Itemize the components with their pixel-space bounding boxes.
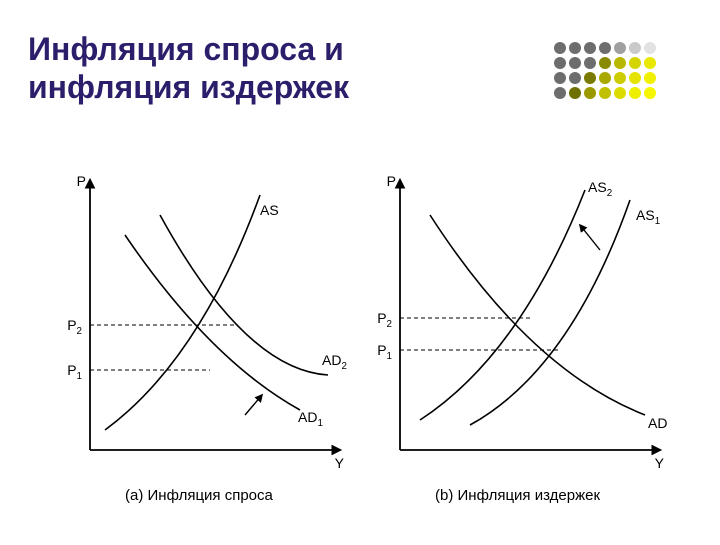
decor-dot	[584, 87, 596, 99]
chart-b-caption: (b) Инфляция издержек	[435, 487, 600, 504]
chart-a-p-label: P	[77, 173, 86, 189]
decor-dot	[569, 57, 581, 69]
slide-canvas: Инфляция спроса иинфляция издержек P Y AS AD…	[0, 0, 720, 540]
decor-dot	[569, 72, 581, 84]
chart-a-ad2-curve	[160, 215, 328, 375]
decor-dot	[614, 57, 626, 69]
chart-b-p-label: P	[387, 173, 396, 189]
chart-a-ad2-label: AD2	[322, 352, 347, 372]
chart-b-shift-arrow	[580, 225, 600, 250]
decor-dot	[599, 87, 611, 99]
chart-b-as1-curve	[470, 200, 630, 425]
title-line-2: инфляция издержек	[28, 69, 350, 105]
decor-dot	[614, 87, 626, 99]
chart-a-shift-arrow	[245, 395, 262, 415]
decor-dot	[599, 72, 611, 84]
decor-dot	[599, 57, 611, 69]
decor-dot	[554, 87, 566, 99]
chart-a-caption: (a) Инфляция спроса	[125, 487, 274, 504]
chart-a-as-label: AS	[260, 202, 279, 218]
decor-dot	[569, 87, 581, 99]
decor-dot	[644, 72, 656, 84]
decor-dot	[599, 42, 611, 54]
decor-dot	[554, 42, 566, 54]
decor-dot	[554, 72, 566, 84]
decor-dot	[614, 42, 626, 54]
decor-dot	[629, 57, 641, 69]
decor-dot	[644, 57, 656, 69]
chart-a-y-label: Y	[335, 455, 345, 471]
chart-b-ad-label: AD	[648, 415, 667, 431]
chart-a-ad1-curve	[125, 235, 300, 410]
chart-b-as2-curve	[420, 190, 585, 420]
decor-dot	[584, 57, 596, 69]
decor-dot	[569, 42, 581, 54]
chart-b-y-label: Y	[655, 455, 665, 471]
chart-a-ad1-label: AD1	[298, 409, 323, 429]
chart-a-as-curve	[105, 195, 260, 430]
decor-dot	[584, 72, 596, 84]
chart-b-as2-label: AS2	[588, 179, 612, 199]
chart-a-p1-label: P1	[67, 362, 82, 382]
chart-b-p2-label: P2	[377, 310, 392, 330]
decor-dot	[644, 87, 656, 99]
chart-b-p1-label: P1	[377, 342, 392, 362]
chart-a-p2-label: P2	[67, 317, 82, 337]
chart-b-as1-label: AS1	[636, 207, 660, 227]
title-line-1: Инфляция спроса и	[28, 31, 344, 67]
decor-dot	[629, 42, 641, 54]
decor-dot	[584, 42, 596, 54]
decor-dot	[644, 42, 656, 54]
decor-dot	[629, 87, 641, 99]
decor-dot	[554, 57, 566, 69]
decor-dot	[629, 72, 641, 84]
decor-dot	[614, 72, 626, 84]
